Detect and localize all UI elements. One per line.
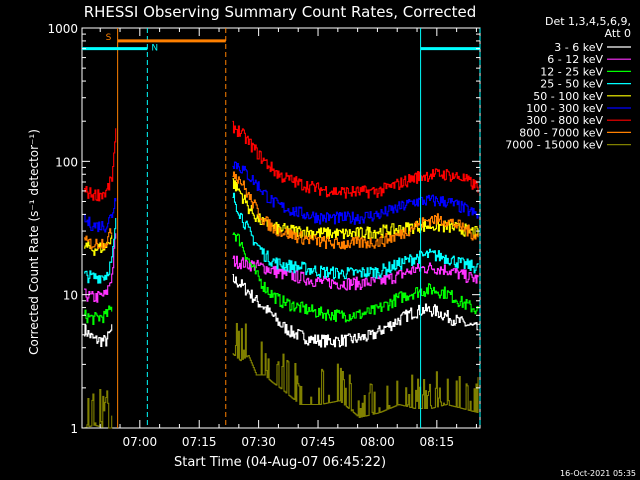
- x-axis-label: Start Time (04-Aug-07 06:45:22): [174, 455, 386, 470]
- series-line-300-800-kev-seg-1: [232, 120, 479, 199]
- chart-title: RHESSI Observing Summary Count Rates, Co…: [84, 3, 477, 21]
- series-line-100-300-kev-seg-1: [232, 161, 479, 225]
- series-line-3-6-kev-seg-1: [232, 273, 479, 348]
- series-line-7000-15000-kev-seg-1: [232, 323, 479, 418]
- series-line-12-25-kev-seg-0: [84, 305, 113, 326]
- x-tick-label-2: 07:30: [241, 435, 276, 449]
- series-line-7000-15000-kev-seg-0: [84, 388, 113, 429]
- legend-label-6: 300 - 800 keV: [526, 114, 603, 127]
- series-line-800-7000-kev-seg-1: [232, 171, 479, 250]
- y-tick-label-3: 1000: [47, 22, 78, 36]
- legend-header-line-2: Att 0: [605, 27, 631, 40]
- series-line-3-6-kev-seg-0: [84, 324, 113, 347]
- series-line-6-12-kev-seg-1: [232, 255, 479, 291]
- series-line-6-12-kev-seg-0: [84, 233, 117, 303]
- y-axis-label: Corrected Count Rate (s⁻¹ detector⁻¹): [27, 129, 41, 355]
- axes: 1 10 100 1000 07:00 07:15 07:30 07:45 08:00 08:15: [47, 22, 480, 449]
- legend-header-line-1: Det 1,3,4,5,6,9,: [545, 15, 631, 28]
- series-line-800-7000-kev-seg-0: [84, 228, 113, 250]
- legend-label-5: 100 - 300 keV: [526, 102, 603, 115]
- series-line-100-300-kev-seg-0: [84, 198, 117, 233]
- legend-label-2: 12 - 25 keV: [540, 65, 603, 78]
- legend-label-8: 7000 - 15000 keV: [505, 139, 603, 152]
- legend-label-3: 25 - 50 keV: [540, 78, 603, 91]
- legend-label-1: 6 - 12 keV: [547, 53, 603, 66]
- x-tick-label-4: 08:00: [360, 435, 395, 449]
- y-tick-label-0: 1: [70, 422, 78, 436]
- x-tick-label-5: 08:15: [420, 435, 455, 449]
- series-line-300-800-kev-seg-0: [84, 128, 117, 202]
- legend-label-7: 800 - 7000 keV: [519, 126, 603, 139]
- y-tick-label-2: 100: [55, 155, 78, 169]
- annotation-lines: SN: [82, 28, 481, 428]
- legend-label-0: 3 - 6 keV: [554, 41, 603, 54]
- legend-label-4: 50 - 100 keV: [533, 90, 603, 103]
- series-line-25-50-kev-seg-0: [84, 218, 117, 284]
- x-tick-label-1: 07:15: [182, 435, 217, 449]
- x-tick-label-3: 07:45: [301, 435, 336, 449]
- series-line-12-25-kev-seg-1: [232, 232, 479, 323]
- footer-timestamp: 16-Oct-2021 05:35: [560, 469, 636, 478]
- series-lines: [84, 120, 479, 429]
- y-tick-label-1: 10: [63, 289, 78, 303]
- series-line-25-50-kev-seg-1: [232, 192, 479, 280]
- annotation-label-s: S: [106, 33, 112, 43]
- x-tick-label-0: 07:00: [123, 435, 158, 449]
- annotation-label-n: N: [151, 44, 158, 54]
